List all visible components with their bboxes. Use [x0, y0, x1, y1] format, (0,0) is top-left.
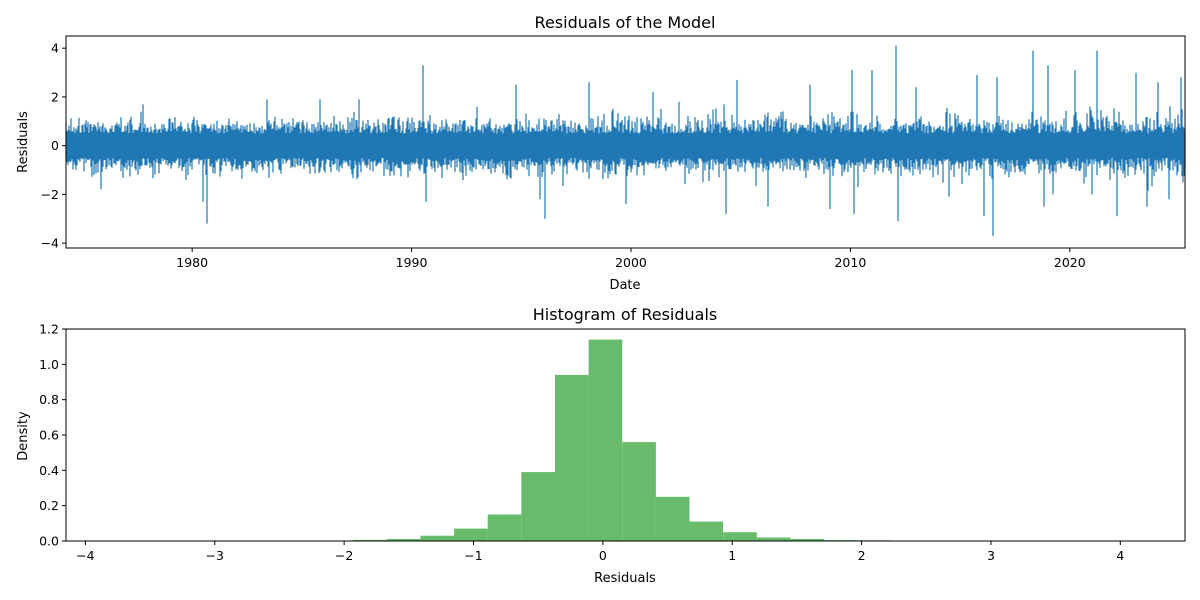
top-x-tick-label: 2010: [834, 255, 866, 270]
bottom-x-tick-label: 0: [599, 548, 607, 563]
top-chart-ticks: 1980 1990 2000 2010 2020 −4 −2 0 2 4: [41, 41, 1086, 270]
top-x-tick-label: 1980: [176, 255, 208, 270]
residuals-series: [65, 45, 1186, 236]
top-x-tick-label: 2020: [1054, 255, 1086, 270]
bottom-y-tick-label: 0.4: [39, 463, 59, 478]
top-y-tick-label: 2: [51, 89, 59, 104]
bottom-y-tick-label: 1.2: [39, 322, 59, 337]
top-y-tick-label: 0: [51, 138, 59, 153]
bottom-y-tick-label: 0.6: [39, 428, 59, 443]
bottom-chart-xlabel: Residuals: [594, 571, 656, 586]
bottom-x-tick-label: −2: [335, 548, 353, 563]
residuals-line-chart: Residuals of the Model Residuals Date 19…: [16, 13, 1186, 293]
bottom-x-tick-label: −4: [76, 548, 94, 563]
bottom-x-tick-label: 2: [858, 548, 866, 563]
bottom-chart-ylabel: Density: [16, 411, 31, 461]
bottom-y-tick-label: 1.0: [39, 357, 59, 372]
bottom-chart-title: Histogram of Residuals: [533, 305, 718, 324]
bottom-x-tick-label: −3: [206, 548, 224, 563]
top-chart-ylabel: Residuals: [16, 111, 31, 173]
histogram-bar: [655, 496, 690, 541]
histogram-bar: [521, 472, 555, 541]
top-x-tick-label: 1990: [396, 255, 428, 270]
top-y-tick-label: −2: [41, 187, 59, 202]
bottom-y-tick-label: 0.2: [39, 498, 59, 513]
bottom-y-tick-label: 0.0: [39, 534, 59, 549]
top-x-tick-label: 2000: [615, 255, 647, 270]
histogram-bar: [555, 374, 589, 541]
top-chart-plot-frame: [65, 35, 1186, 249]
residuals-line: [65, 45, 1186, 236]
histogram-bar: [790, 538, 824, 541]
top-chart-xlabel: Date: [609, 278, 640, 293]
histogram-bar: [756, 537, 791, 541]
bottom-x-tick-label: 4: [1116, 548, 1124, 563]
histogram-bar: [689, 521, 724, 541]
top-y-tick-label: −4: [41, 236, 59, 251]
top-y-tick-label: 4: [51, 41, 59, 56]
bottom-x-tick-label: 3: [987, 548, 995, 563]
top-chart-title: Residuals of the Model: [535, 13, 716, 32]
histogram-bar: [622, 442, 656, 541]
histogram-bar: [723, 532, 757, 541]
bottom-y-tick-label: 0.8: [39, 392, 59, 407]
bottom-chart-plot-frame: [65, 328, 1186, 542]
residuals-histogram: Histogram of Residuals Density Residuals…: [16, 305, 1186, 586]
histogram-bar: [588, 339, 623, 541]
histogram-bar: [487, 514, 522, 541]
histogram-bar: [386, 538, 421, 541]
bottom-x-tick-label: 1: [728, 548, 736, 563]
histogram-bar: [353, 539, 387, 541]
histogram-bar: [454, 528, 488, 541]
histogram-bars: [285, 339, 1000, 541]
histogram-bar: [420, 535, 455, 541]
bottom-x-tick-label: −1: [464, 548, 482, 563]
bottom-chart-ticks: −4 −3 −2 −1 0 1 2 3 4 0.0 0.2 0.4 0.6 0.8 1.0 1.2: [39, 322, 1124, 564]
